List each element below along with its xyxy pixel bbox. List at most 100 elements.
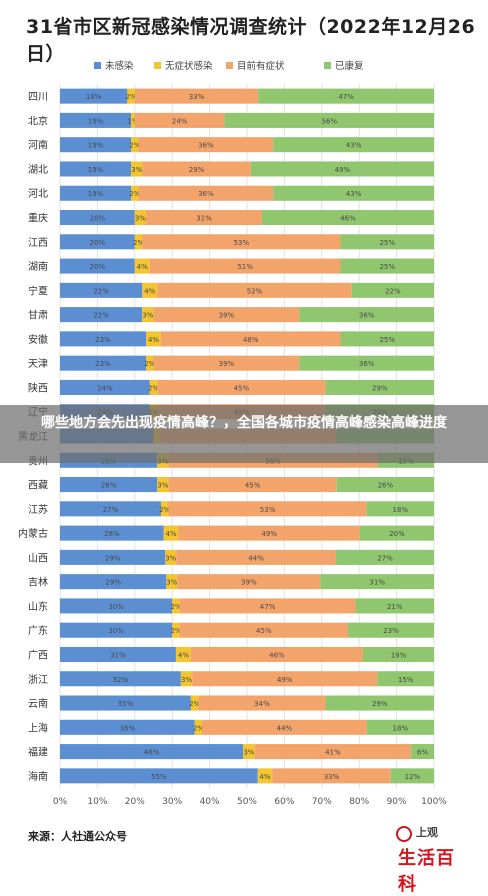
category-label: 河北 [28,188,48,200]
bar-segment [134,88,259,104]
x-tick-label: 50% [237,797,257,807]
bar-segment [320,574,434,590]
bar-segment [177,574,321,590]
bar-segment [257,768,273,784]
x-tick-label: 80% [349,797,369,807]
bar-segment [180,671,193,687]
category-label: 云南 [28,697,48,710]
category-label: 甘肃 [28,309,48,322]
data-label: 28% [104,530,120,538]
bar-segment [172,598,180,614]
data-label: 19% [88,117,104,125]
data-label: 35% [118,700,134,708]
category-label: 福建 [28,746,48,759]
bar-segment [359,525,434,541]
bar-segment [160,501,169,517]
bar-segment [411,744,434,760]
x-tick-label: 90% [387,797,407,807]
bar-segment [175,646,191,663]
bar-segment [60,549,166,565]
bar-segment [134,258,150,274]
bar-segment [134,234,143,250]
bar-segment [178,525,360,541]
bar-segment [258,88,434,104]
category-label: 海南 [28,770,48,783]
bar-segment [165,549,177,565]
bar-segment [157,379,326,395]
bar-segment [153,355,300,371]
legend-swatch [154,62,161,69]
bar-segment [131,185,139,201]
legend-swatch [324,62,331,69]
data-label: 39% [219,312,235,320]
data-label: 21% [387,603,403,611]
legend-label: 未感染 [105,60,134,72]
source-note: 来源：人社通公众号 [28,830,127,843]
data-label: 20% [90,263,106,271]
bar-segment [273,137,434,153]
category-label: 山东 [28,600,48,613]
data-label: 24% [172,117,188,125]
bar-segment [355,598,434,614]
x-tick-label: 20% [125,797,145,807]
site-logo[interactable]: 上观 生活百科 [392,824,472,895]
category-label: 上海 [28,721,48,734]
bar-segment [131,112,135,128]
bar-segment [192,671,378,687]
category-label: 江苏 [28,503,48,516]
bar-segment [60,185,132,201]
data-label: 23% [383,627,399,635]
data-label: 43% [346,142,362,150]
bar-segment [325,695,434,711]
data-label: 2% [193,724,204,732]
bar-segment [366,501,434,517]
bar-segment [60,768,258,784]
data-label: 49% [335,166,351,174]
legend-label: 已康复 [335,60,364,72]
data-label: 33% [324,773,340,781]
data-label: 51% [237,263,253,271]
bar-segment [60,282,143,298]
data-label: 30% [108,603,124,611]
data-label: 4% [259,773,270,781]
data-label: 3% [243,749,254,757]
data-label: 3% [142,312,153,320]
data-label: 56% [321,117,337,125]
data-label: 4% [137,263,148,271]
bar-segment [157,282,352,298]
data-label: 39% [241,579,257,587]
data-label: 46% [269,651,285,659]
data-label: 27% [377,554,393,562]
bar-segment [340,331,434,347]
bar-segment [142,307,154,323]
data-label: 25% [379,239,395,247]
bar-segment [138,185,274,201]
bar-segment [194,719,203,735]
data-label: 2% [189,700,200,708]
data-label: 26% [101,482,117,490]
bar-segment [60,355,147,371]
bar-segment [160,331,341,347]
data-label: 2% [170,603,181,611]
data-label: 2% [126,93,137,101]
bar-segment [60,331,147,347]
data-label: 25% [379,336,395,344]
data-label: 30% [108,627,124,635]
bar-segment [142,234,341,250]
bar-segment [254,744,412,760]
data-label: 31% [369,579,385,587]
data-label: 43% [346,190,362,198]
data-label: 19% [88,166,104,174]
data-label: 29% [372,384,388,392]
bar-segment [131,161,143,177]
bar-segment [134,209,147,226]
bar-segment [60,112,132,128]
category-label: 浙江 [28,674,48,686]
data-label: 29% [105,579,121,587]
data-label: 26% [378,482,394,490]
data-label: 45% [256,627,272,635]
data-label: 2% [170,627,181,635]
category-label: 湖南 [28,260,48,273]
data-label: 53% [234,239,250,247]
data-label: 49% [277,676,293,684]
